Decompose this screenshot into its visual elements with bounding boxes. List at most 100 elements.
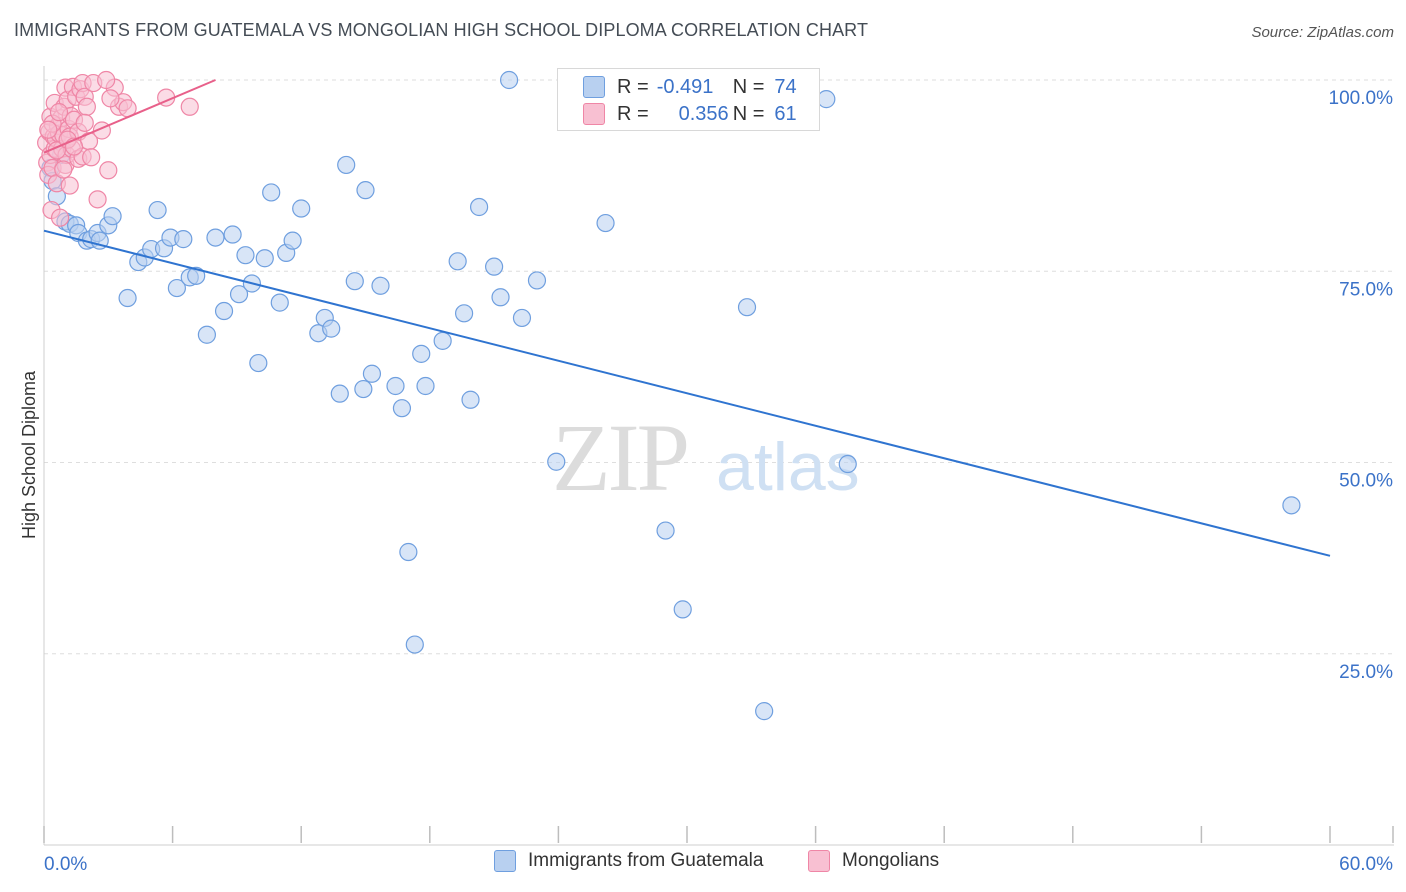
mongolian-trend-line: [43, 79, 216, 154]
guatemala-point: [392, 399, 412, 418]
guatemala-point: [500, 70, 519, 90]
guatemala-point: [197, 325, 216, 344]
mongolian-point: [60, 176, 79, 195]
guatemala-trend-line: [43, 229, 1331, 557]
guatemala-point: [1282, 496, 1301, 515]
mongolian-point: [75, 113, 94, 132]
x-tick-label: 0.0%: [44, 854, 87, 875]
guatemala-point: [371, 276, 390, 295]
guatemala-point: [737, 298, 757, 317]
guatemala-point: [118, 288, 137, 308]
watermark: ZIP atlas: [552, 404, 860, 511]
legend-r-value: -0.491: [656, 75, 714, 98]
chart-title: IMMIGRANTS FROM GUATEMALA VS MONGOLIAN H…: [14, 20, 869, 40]
guatemala-point: [656, 521, 675, 540]
series-legend: Immigrants from Guatemala Mongolians: [0, 850, 1406, 878]
mongolian-point: [82, 148, 101, 167]
guatemala-point: [103, 207, 122, 226]
guatemala-point: [412, 344, 431, 363]
y-axis-label: High School Diploma: [19, 370, 39, 539]
mongolian-point: [101, 89, 120, 108]
guatemala-point: [187, 266, 206, 285]
chart-source: Source: ZipAtlas.com: [1251, 24, 1394, 41]
guatemala-point: [262, 183, 281, 202]
guatemala-point: [167, 278, 186, 298]
guatemala-point: [416, 376, 435, 396]
data-points: [37, 70, 1301, 721]
guatemala-point: [673, 600, 692, 619]
guatemala-point: [399, 542, 418, 562]
guatemala-point: [249, 353, 268, 373]
legend-swatch-guatemala: [583, 76, 605, 98]
legend-swatch-mongolians: [808, 850, 830, 872]
correlation-legend: R = -0.491 N = 74 R = 0.356 N = 61: [557, 68, 820, 131]
guatemala-point: [292, 199, 311, 218]
watermark-atlas: atlas: [716, 429, 860, 505]
mongolian-point: [50, 208, 70, 227]
x-tick-label: 60.0%: [1339, 854, 1393, 875]
guatemala-point: [433, 331, 452, 350]
guatemala-point: [270, 293, 289, 312]
legend-n-value: 61: [774, 102, 797, 125]
y-tick-label: 50.0%: [1339, 471, 1393, 492]
axes: [43, 66, 1394, 846]
guatemala-point: [229, 285, 249, 304]
guatemala-point: [337, 155, 356, 175]
legend-swatch-guatemala: [494, 850, 516, 872]
guatemala-point: [755, 702, 774, 721]
mongolian-point: [77, 97, 96, 116]
guatemala-point: [255, 249, 274, 268]
guatemala-point: [330, 384, 349, 403]
legend-row-mongolians: R = 0.356 N = 61: [583, 101, 797, 127]
series-legend-mongolians[interactable]: Mongolians: [808, 850, 939, 872]
series-legend-guatemala[interactable]: Immigrants from Guatemala: [494, 850, 763, 872]
legend-r-value: 0.356: [678, 102, 729, 125]
mongolian-point: [97, 70, 116, 90]
y-tick-label: 100.0%: [1329, 88, 1394, 109]
legend-n-label: N =: [732, 102, 765, 125]
guatemala-point: [461, 390, 480, 409]
guatemala-point: [405, 635, 424, 654]
guatemala-point: [491, 288, 510, 307]
series-legend-label: Mongolians: [842, 850, 940, 871]
mongolian-point: [99, 161, 118, 180]
guatemala-point: [214, 301, 234, 321]
guatemala-point: [817, 90, 836, 109]
mongolian-point: [54, 160, 73, 179]
mongolian-point: [49, 103, 69, 122]
tick-labels: 100.0% 75.0% 50.0% 25.0% 0.0% 60.0%: [44, 88, 1393, 875]
legend-row-guatemala: R = -0.491 N = 74: [583, 74, 797, 100]
guatemala-point: [469, 197, 489, 217]
guatemala-point: [236, 246, 255, 265]
mongolian-point: [39, 120, 58, 139]
mongolian-point: [180, 97, 199, 116]
y-tick-label: 75.0%: [1339, 279, 1393, 300]
guatemala-point: [512, 308, 532, 328]
legend-n-label: N =: [732, 75, 765, 98]
guatemala-point: [362, 364, 382, 383]
legend-swatch-mongolians: [583, 103, 605, 125]
mongolian-point: [88, 190, 107, 209]
guatemala-point: [838, 454, 857, 474]
guatemala-point: [322, 319, 341, 338]
legend-r-label: R =: [617, 75, 649, 98]
guatemala-point: [547, 452, 566, 471]
guatemala-point: [386, 376, 405, 396]
guatemala-point: [485, 257, 504, 276]
guatemala-point: [354, 379, 373, 399]
watermark-zip: ZIP: [552, 404, 687, 511]
guatemala-point: [206, 228, 225, 247]
y-tick-label: 25.0%: [1339, 662, 1393, 683]
guatemala-point: [223, 225, 242, 244]
guatemala-point: [454, 304, 474, 323]
guatemala-point: [448, 252, 467, 271]
guatemala-point: [527, 271, 547, 290]
guatemala-point: [148, 200, 167, 220]
guatemala-point: [356, 181, 375, 200]
legend-n-value: 74: [774, 75, 797, 98]
guatemala-point: [283, 231, 302, 250]
trend-lines: [43, 79, 1331, 557]
guatemala-point: [596, 213, 615, 233]
guatemala-point: [174, 230, 193, 249]
